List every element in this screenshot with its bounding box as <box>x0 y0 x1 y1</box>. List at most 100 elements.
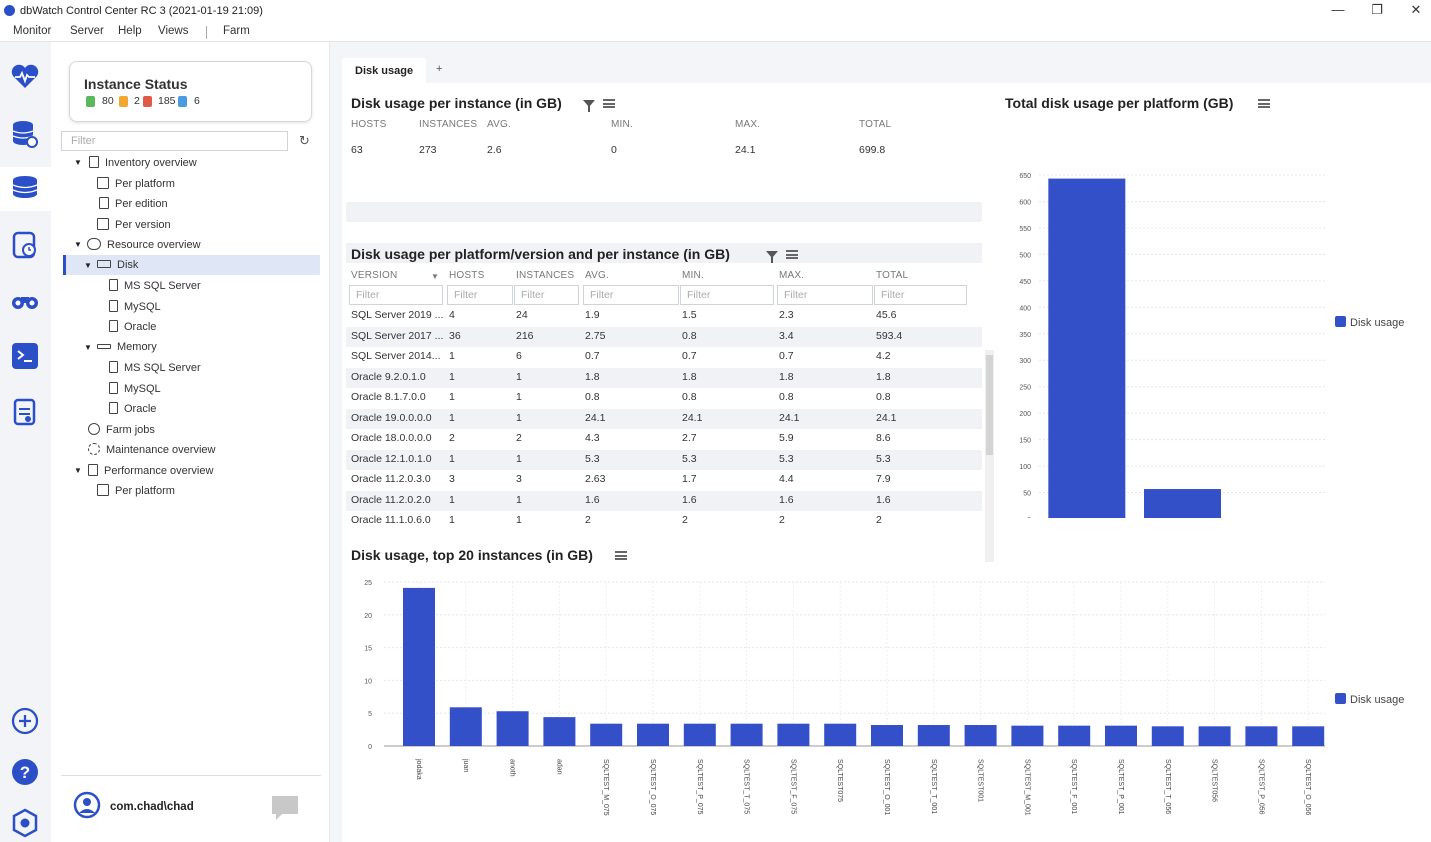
column-filter-input[interactable]: Filter <box>874 285 967 305</box>
table-cell[interactable]: 593.4 <box>876 329 903 342</box>
bar[interactable] <box>403 587 435 746</box>
table-cell[interactable]: SQL Server 2014... <box>351 350 441 362</box>
expand-triangle-icon[interactable]: ▼ <box>74 158 82 167</box>
table-cell[interactable]: 1.6 <box>779 493 794 506</box>
expand-triangle-icon[interactable]: ▼ <box>84 343 92 352</box>
table-cell[interactable]: 1 <box>516 452 522 465</box>
table-cell[interactable]: 3.4 <box>779 329 794 342</box>
detail-header-max[interactable]: MAX. <box>779 270 805 281</box>
table-cell[interactable]: 6 <box>516 350 522 362</box>
table-cell[interactable]: 1 <box>449 391 455 403</box>
close-button[interactable]: ✕ <box>1410 2 1422 17</box>
table-cell[interactable]: 1.8 <box>585 370 600 383</box>
minimize-button[interactable]: — <box>1331 2 1345 17</box>
table-cell[interactable]: 7.9 <box>876 473 891 485</box>
tree-item-memory-oracle[interactable]: Oracle <box>109 402 156 415</box>
table-cell[interactable]: 5.3 <box>876 452 891 465</box>
table-cell[interactable]: 2 <box>682 514 688 526</box>
table-cell[interactable]: 0.8 <box>585 391 600 403</box>
table-cell[interactable]: 4.2 <box>876 350 891 362</box>
bar[interactable] <box>1198 726 1231 746</box>
table-cell[interactable]: 5.9 <box>779 432 794 444</box>
menu-icon[interactable] <box>603 99 615 108</box>
detail-header-version[interactable]: VERSION <box>351 270 398 281</box>
tree-item-perf-per-platform[interactable]: Per platform <box>97 484 175 497</box>
table-cell[interactable]: 1.8 <box>779 370 794 383</box>
expand-triangle-icon[interactable]: ▼ <box>74 466 82 475</box>
bar[interactable] <box>543 717 576 746</box>
table-cell[interactable]: Oracle 11.1.0.6.0 <box>351 514 431 526</box>
bar[interactable] <box>730 723 763 746</box>
tree-item-maintenance-overview[interactable]: Maintenance overview <box>88 443 215 456</box>
detail-header-avg[interactable]: AVG. <box>585 270 609 281</box>
bar[interactable] <box>683 723 716 746</box>
expand-triangle-icon[interactable]: ▼ <box>74 240 82 249</box>
table-cell[interactable]: 1 <box>516 493 522 506</box>
refresh-icon[interactable]: ↻ <box>299 133 310 148</box>
table-cell[interactable]: 3 <box>449 473 455 485</box>
bar[interactable] <box>824 723 857 746</box>
table-cell[interactable]: 1.8 <box>876 370 891 383</box>
database-settings-icon[interactable] <box>10 119 40 149</box>
instance-status-card[interactable]: Instance Status 80 2 185 6 <box>69 61 312 122</box>
bar[interactable] <box>917 725 950 746</box>
tree-filter-input[interactable]: Filter <box>61 131 288 151</box>
bar[interactable] <box>1058 725 1091 746</box>
tree-item-memory-mssql[interactable]: MS SQL Server <box>109 361 201 374</box>
menu-farm[interactable]: Farm <box>223 25 250 37</box>
bar[interactable] <box>1011 725 1044 746</box>
bar[interactable] <box>1144 489 1221 518</box>
table-cell[interactable]: 3 <box>516 473 522 485</box>
bar[interactable] <box>1048 178 1126 518</box>
table-cell[interactable]: 24.1 <box>779 411 800 424</box>
filter-icon[interactable] <box>583 100 595 112</box>
table-cell[interactable]: 1 <box>516 411 522 424</box>
tree-item-disk-oracle[interactable]: Oracle <box>109 320 156 333</box>
detail-header-hosts[interactable]: HOSTS <box>449 270 485 281</box>
bar[interactable] <box>1151 726 1184 746</box>
tree-item-memory[interactable]: Memory <box>97 341 157 353</box>
table-cell[interactable]: 24.1 <box>682 411 703 424</box>
tree-item-resource-overview[interactable]: Resource overview <box>87 238 201 251</box>
table-cell[interactable]: 1 <box>516 514 522 526</box>
user-avatar-icon[interactable] <box>73 791 101 819</box>
table-cell[interactable]: 24.1 <box>876 411 897 424</box>
tree-item-disk-mssql[interactable]: MS SQL Server <box>109 279 201 292</box>
column-filter-input[interactable]: Filter <box>349 285 443 305</box>
table-cell[interactable]: Oracle 11.2.0.3.0 <box>351 473 431 485</box>
chat-icon[interactable] <box>270 794 300 822</box>
database-farm-icon[interactable] <box>10 173 40 203</box>
table-cell[interactable]: 1 <box>516 391 522 403</box>
table-cell[interactable]: 1 <box>449 350 455 362</box>
menu-icon[interactable] <box>786 250 798 259</box>
tree-item-disk-mysql[interactable]: MySQL <box>109 300 161 313</box>
menu-icon[interactable] <box>615 551 627 560</box>
table-cell[interactable]: 5.3 <box>682 452 697 465</box>
tree-item-per-platform[interactable]: Per platform <box>97 177 175 190</box>
tab-disk-usage[interactable]: Disk usage <box>342 58 427 83</box>
column-filter-input[interactable]: Filter <box>514 285 579 305</box>
table-cell[interactable]: 1 <box>449 411 455 424</box>
add-icon[interactable] <box>10 706 40 736</box>
table-cell[interactable]: 36 <box>449 329 461 342</box>
table-cell[interactable]: Oracle 11.2.0.2.0 <box>351 493 431 506</box>
tree-item-inventory-overview[interactable]: Inventory overview <box>89 156 197 169</box>
table-cell[interactable]: 1 <box>449 452 455 465</box>
table-cell[interactable]: 2.63 <box>585 473 606 485</box>
table-cell[interactable]: 216 <box>516 329 534 342</box>
bar[interactable] <box>777 723 810 746</box>
table-cell[interactable]: Oracle 19.0.0.0.0 <box>351 411 432 424</box>
bar[interactable] <box>1105 725 1137 746</box>
tree-item-disk[interactable]: Disk <box>97 259 138 271</box>
table-cell[interactable]: 45.6 <box>876 309 897 321</box>
settings-gear-icon[interactable] <box>10 808 40 838</box>
tree-item-per-edition[interactable]: Per edition <box>99 197 168 210</box>
bar[interactable] <box>1245 726 1278 746</box>
table-cell[interactable]: 2.3 <box>779 309 794 321</box>
table-cell[interactable]: 24.1 <box>585 411 606 424</box>
table-cell[interactable]: 0.7 <box>585 350 600 362</box>
table-cell[interactable]: 1.7 <box>682 473 697 485</box>
table-cell[interactable]: 1 <box>449 370 455 383</box>
column-filter-input[interactable]: Filter <box>777 285 873 305</box>
table-cell[interactable]: Oracle 12.1.0.1.0 <box>351 452 432 465</box>
